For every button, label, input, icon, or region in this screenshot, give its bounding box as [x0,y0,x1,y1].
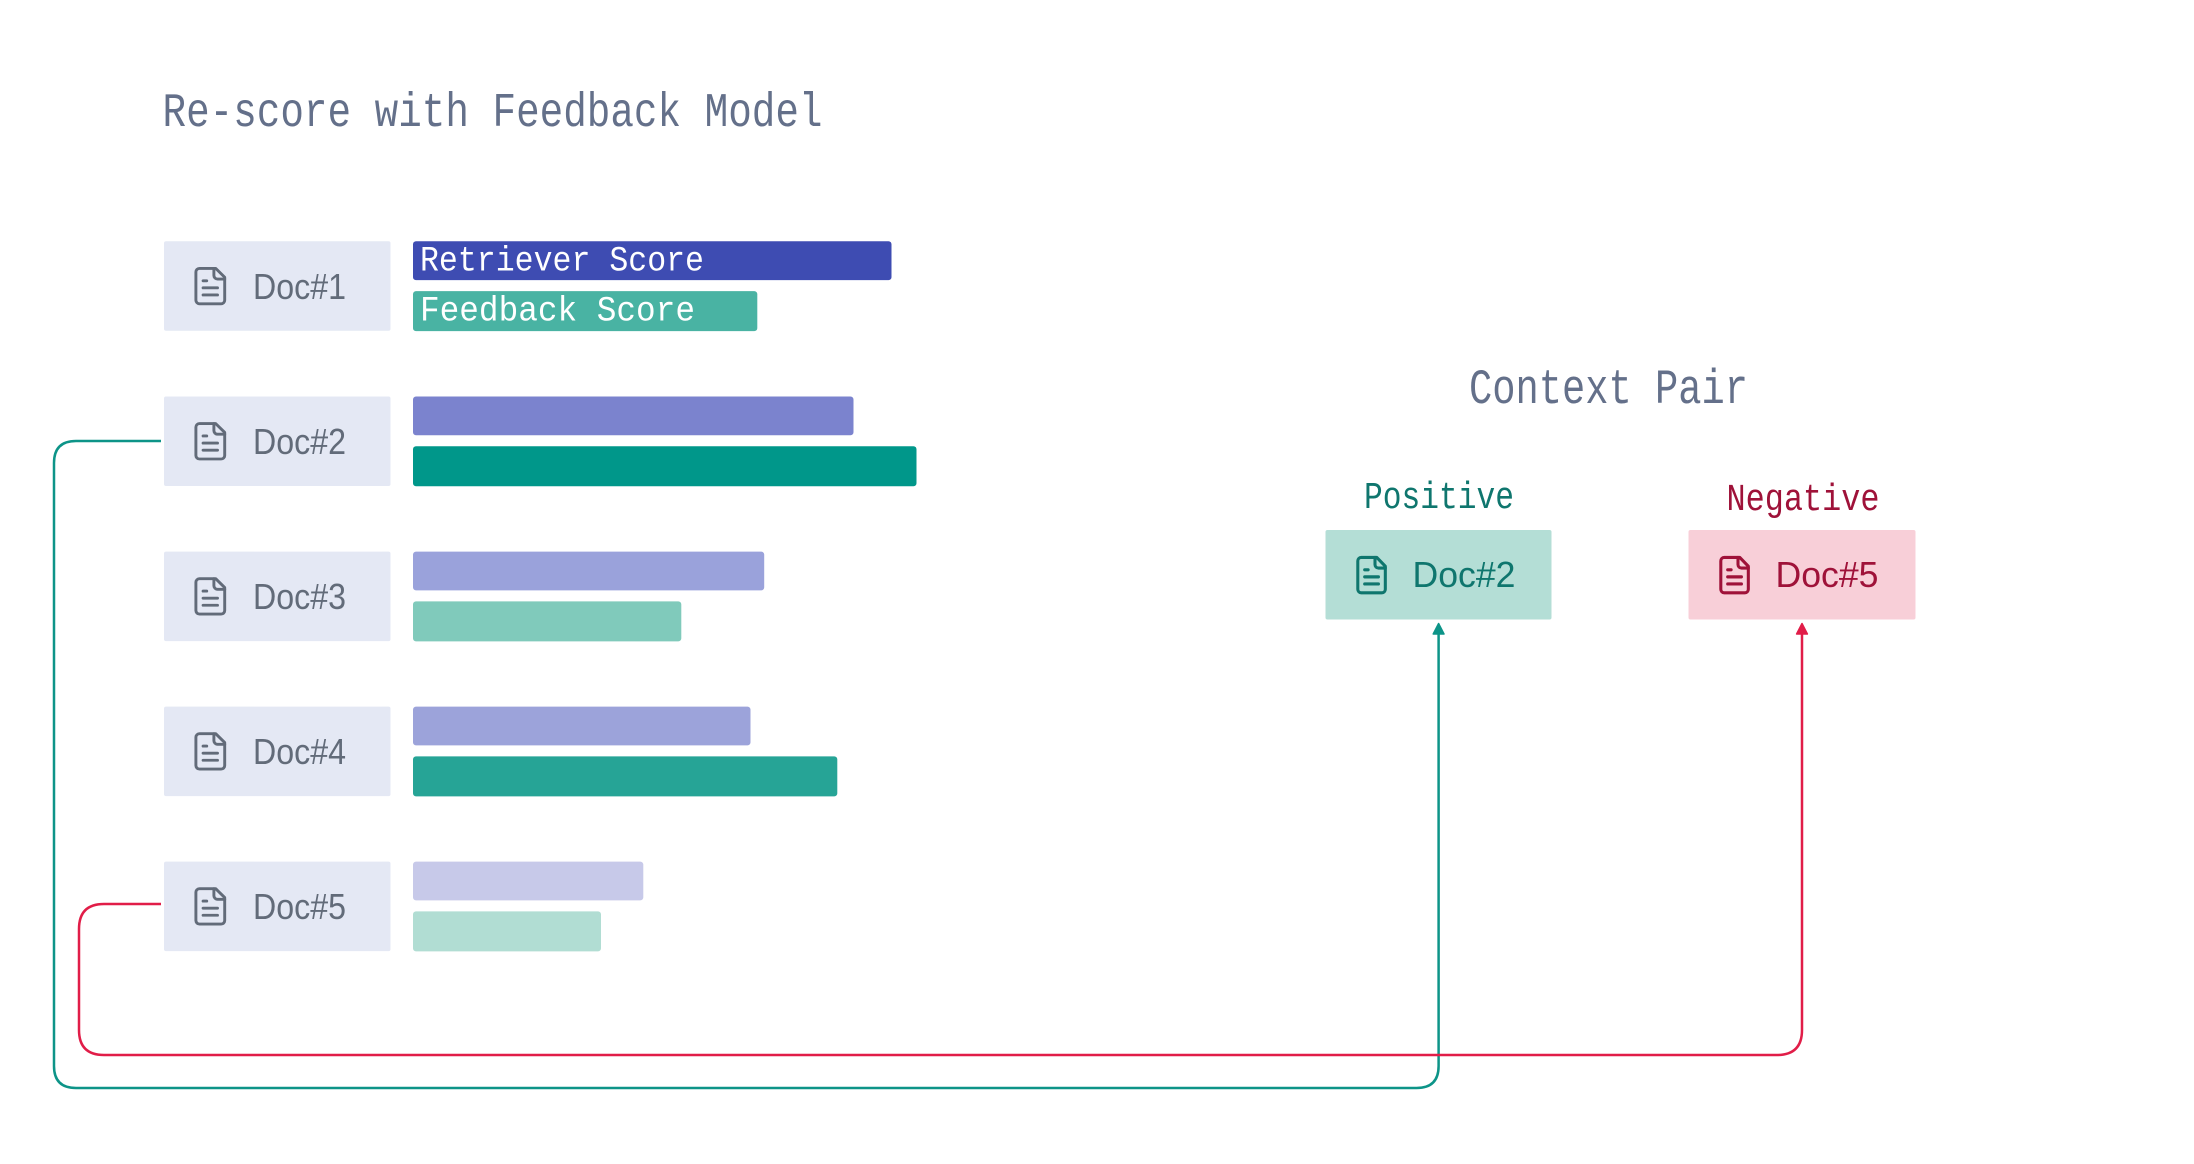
svg-text:Doc#2: Doc#2 [1413,554,1516,595]
svg-text:Doc#2: Doc#2 [253,421,346,462]
svg-text:Doc#1: Doc#1 [253,266,346,307]
svg-text:Doc#4: Doc#4 [253,731,346,772]
svg-text:Context Pair: Context Pair [1469,362,1748,418]
svg-text:Retriever Score: Retriever Score [420,242,704,282]
svg-text:Doc#3: Doc#3 [253,576,346,617]
svg-text:Negative: Negative [1727,479,1880,522]
svg-text:Doc#5: Doc#5 [253,886,346,927]
svg-text:Feedback Score: Feedback Score [420,291,695,331]
svg-text:Doc#5: Doc#5 [1776,554,1879,595]
svg-text:Re-score with Feedback Model: Re-score with Feedback Model [163,87,823,141]
svg-text:Positive: Positive [1364,477,1514,520]
